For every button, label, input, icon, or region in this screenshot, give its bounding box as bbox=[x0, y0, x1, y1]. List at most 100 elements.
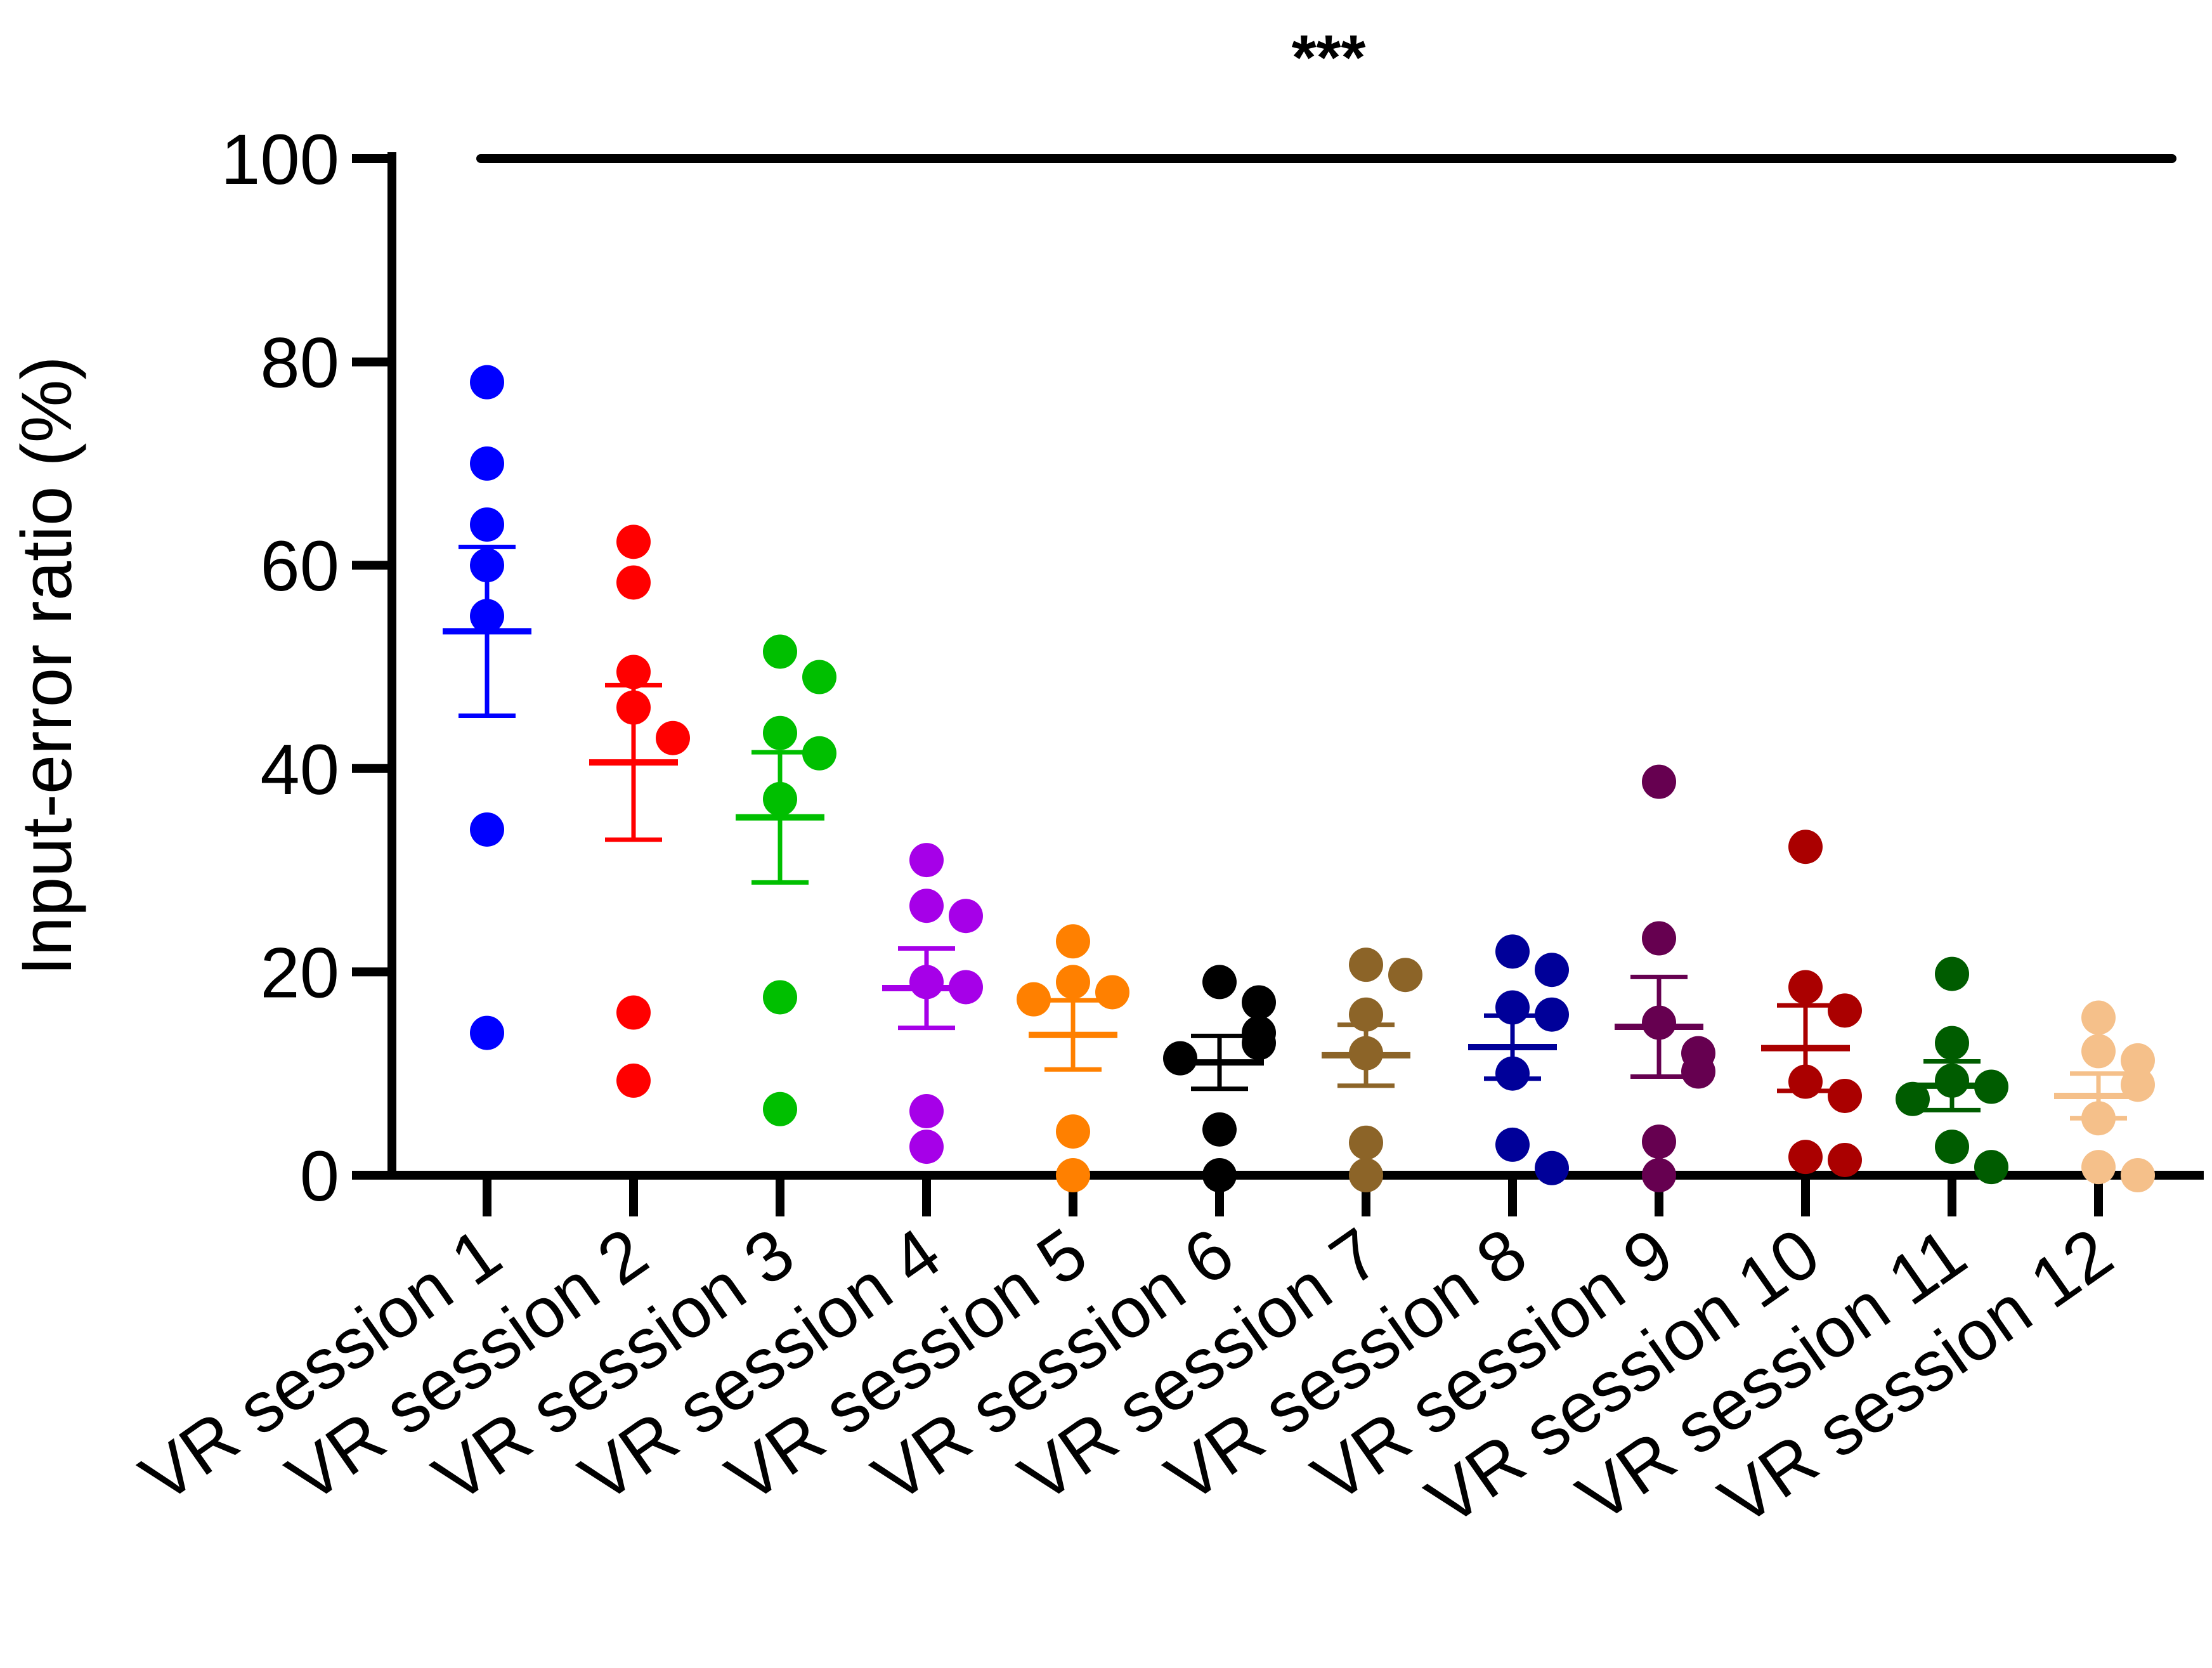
data-point bbox=[1788, 970, 1823, 1005]
data-point bbox=[1388, 958, 1422, 993]
data-point bbox=[1202, 1158, 1237, 1192]
data-point bbox=[1788, 830, 1823, 864]
data-point bbox=[763, 634, 797, 669]
data-point bbox=[909, 843, 944, 878]
group-6 bbox=[1163, 965, 1276, 1192]
data-point bbox=[616, 525, 651, 559]
data-point bbox=[1056, 1114, 1090, 1149]
data-point bbox=[1202, 1112, 1237, 1147]
data-point bbox=[763, 1091, 797, 1126]
group-12 bbox=[2054, 1000, 2155, 1192]
data-point bbox=[763, 715, 797, 750]
group-1 bbox=[443, 365, 531, 1050]
data-point bbox=[1828, 993, 1862, 1028]
data-point bbox=[1896, 1081, 1930, 1116]
data-point bbox=[763, 781, 797, 816]
data-point bbox=[2121, 1043, 2155, 1078]
y-ticks: 0 20 40 60 80 100 bbox=[221, 120, 392, 1216]
group-11 bbox=[1896, 956, 2008, 1185]
significance-label: *** bbox=[1292, 22, 1366, 93]
group-2 bbox=[589, 525, 690, 1098]
data-point bbox=[1349, 997, 1383, 1032]
data-point bbox=[802, 660, 836, 694]
group-9 bbox=[1615, 764, 1715, 1192]
data-point bbox=[909, 1094, 944, 1129]
data-point bbox=[1495, 934, 1530, 969]
data-point bbox=[616, 565, 651, 600]
group-10 bbox=[1761, 830, 1862, 1177]
data-point bbox=[1095, 975, 1129, 1010]
data-point bbox=[2081, 1101, 2116, 1136]
data-point bbox=[1535, 1150, 1569, 1185]
data-point bbox=[2081, 1000, 2116, 1035]
group-3 bbox=[736, 634, 836, 1126]
significance-annotation: *** bbox=[476, 22, 2176, 163]
data-point bbox=[2081, 1034, 2116, 1069]
y-tick-label: 0 bbox=[300, 1137, 339, 1216]
data-point bbox=[1495, 1056, 1530, 1091]
data-point bbox=[470, 1015, 504, 1050]
x-ticks bbox=[483, 1175, 2103, 1216]
data-point bbox=[470, 446, 504, 481]
data-point bbox=[1935, 1026, 1969, 1060]
data-point bbox=[1642, 1005, 1676, 1040]
data-point bbox=[470, 365, 504, 400]
data-point bbox=[1681, 1054, 1715, 1089]
data-point bbox=[1935, 956, 1969, 991]
group-4 bbox=[882, 843, 983, 1164]
data-point bbox=[1056, 1158, 1090, 1192]
data-point bbox=[1642, 921, 1676, 956]
data-point bbox=[1788, 1064, 1823, 1099]
data-point bbox=[1642, 1158, 1676, 1192]
data-point bbox=[1495, 990, 1530, 1025]
data-point bbox=[1642, 1124, 1676, 1159]
data-point bbox=[1828, 1142, 1862, 1177]
data-point bbox=[909, 1130, 944, 1164]
data-point bbox=[470, 507, 504, 542]
data-point bbox=[470, 812, 504, 847]
y-tick-label: 60 bbox=[260, 526, 339, 606]
data-point bbox=[949, 899, 983, 934]
data-point bbox=[1163, 1041, 1197, 1076]
data-point bbox=[1242, 1026, 1276, 1060]
data-point bbox=[1535, 997, 1569, 1032]
data-point bbox=[1935, 1063, 1969, 1098]
y-tick-label: 80 bbox=[260, 323, 339, 403]
data-point bbox=[1349, 1158, 1383, 1192]
group-7 bbox=[1322, 948, 1422, 1192]
data-point bbox=[1056, 924, 1090, 959]
data-point bbox=[616, 655, 651, 689]
y-tick-label: 40 bbox=[260, 730, 339, 809]
data-point bbox=[2081, 1150, 2116, 1185]
data-point bbox=[470, 599, 504, 634]
data-point bbox=[909, 965, 944, 1000]
y-tick-label: 100 bbox=[221, 120, 339, 199]
group-8 bbox=[1468, 934, 1569, 1185]
data-point bbox=[763, 980, 797, 1015]
data-point bbox=[656, 720, 690, 755]
data-point bbox=[1202, 965, 1237, 1000]
data-point bbox=[1349, 948, 1383, 982]
data-point bbox=[802, 736, 836, 771]
y-tick-label: 20 bbox=[260, 933, 339, 1012]
data-point bbox=[1242, 985, 1276, 1020]
data-point bbox=[1017, 982, 1051, 1017]
data-point bbox=[1935, 1130, 1969, 1164]
data-point bbox=[1535, 953, 1569, 987]
data-point bbox=[1788, 1140, 1823, 1175]
data-point bbox=[470, 548, 504, 583]
data-point bbox=[1495, 1127, 1530, 1162]
data-point bbox=[616, 1063, 651, 1098]
x-labels: VR session 1VR session 2VR session 3VR s… bbox=[127, 1213, 2126, 1541]
data-point bbox=[1828, 1078, 1862, 1113]
data-point bbox=[1056, 965, 1090, 1000]
data-point bbox=[909, 889, 944, 923]
data-point bbox=[2121, 1158, 2155, 1192]
data-point bbox=[616, 995, 651, 1030]
y-axis-title: Input-error ratio (%) bbox=[7, 356, 86, 975]
data-point bbox=[616, 690, 651, 725]
data-point bbox=[1349, 1125, 1383, 1160]
data-point bbox=[1974, 1150, 2008, 1185]
group-5 bbox=[1017, 924, 1129, 1192]
